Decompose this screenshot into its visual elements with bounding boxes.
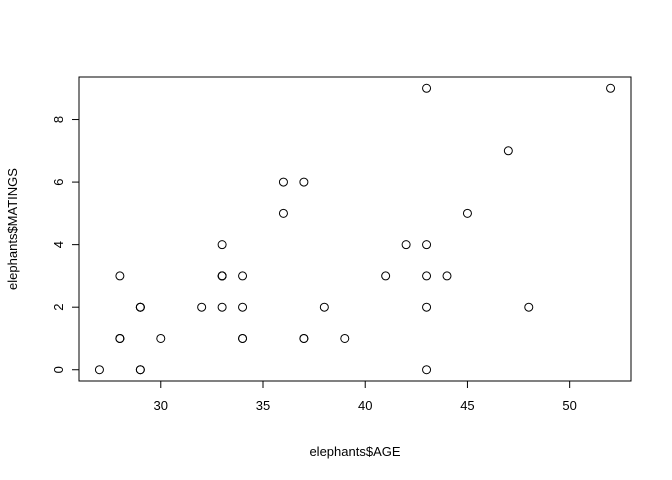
data-point xyxy=(422,365,432,375)
x-tick-label: 45 xyxy=(460,398,474,413)
y-tick-label: 4 xyxy=(51,241,66,248)
data-point xyxy=(135,302,145,312)
data-point xyxy=(319,302,329,312)
data-point xyxy=(115,333,125,343)
data-point xyxy=(278,177,288,187)
data-point xyxy=(217,271,227,281)
data-point xyxy=(422,240,432,250)
data-point xyxy=(217,302,227,312)
y-axis-label: elephants$MATINGS xyxy=(5,168,20,290)
data-point xyxy=(238,333,248,343)
data-point xyxy=(401,240,411,250)
data-point xyxy=(606,83,616,93)
data-point xyxy=(238,302,248,312)
x-tick-label: 40 xyxy=(358,398,372,413)
data-point xyxy=(422,302,432,312)
data-point xyxy=(503,146,513,156)
plot-frame xyxy=(78,76,632,382)
x-tick-label: 30 xyxy=(154,398,168,413)
data-point xyxy=(278,208,288,218)
data-point xyxy=(197,302,207,312)
data-point xyxy=(524,302,534,312)
x-axis-label: elephants$AGE xyxy=(309,444,400,459)
y-tick-label: 8 xyxy=(51,116,66,123)
data-point xyxy=(217,240,227,250)
data-point xyxy=(299,177,309,187)
data-point xyxy=(238,271,248,281)
data-point xyxy=(422,271,432,281)
data-points xyxy=(94,83,616,375)
data-point xyxy=(340,333,350,343)
data-point xyxy=(462,208,472,218)
y-tick-label: 0 xyxy=(51,366,66,373)
data-point xyxy=(299,333,309,343)
data-point xyxy=(422,83,432,93)
y-axis: 0 2 4 6 8 xyxy=(51,116,80,373)
x-tick-label: 50 xyxy=(562,398,576,413)
data-point xyxy=(442,271,452,281)
y-tick-label: 6 xyxy=(51,178,66,185)
data-point xyxy=(381,271,391,281)
data-point xyxy=(135,365,145,375)
data-point xyxy=(115,271,125,281)
y-tick-label: 2 xyxy=(51,304,66,311)
x-axis: 30 35 40 45 50 xyxy=(154,380,577,413)
x-tick-label: 35 xyxy=(256,398,270,413)
data-point xyxy=(94,365,104,375)
data-point xyxy=(156,333,166,343)
